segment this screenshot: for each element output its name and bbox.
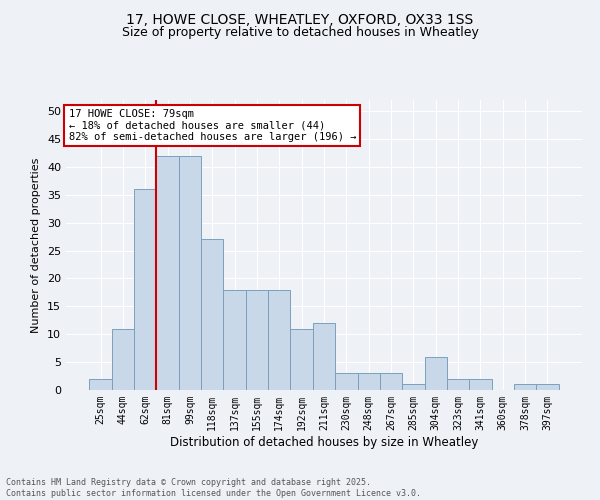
Text: Size of property relative to detached houses in Wheatley: Size of property relative to detached ho…	[122, 26, 478, 39]
Bar	[134, 189, 157, 390]
Bar	[536, 384, 559, 390]
Bar	[246, 290, 268, 390]
Bar	[157, 156, 179, 390]
Bar	[425, 356, 447, 390]
Bar	[290, 328, 313, 390]
Bar	[335, 374, 358, 390]
Bar	[179, 156, 201, 390]
Bar	[112, 328, 134, 390]
Bar	[469, 379, 491, 390]
Bar	[89, 379, 112, 390]
Bar	[313, 323, 335, 390]
Bar	[358, 374, 380, 390]
Bar	[380, 374, 402, 390]
Text: 17, HOWE CLOSE, WHEATLEY, OXFORD, OX33 1SS: 17, HOWE CLOSE, WHEATLEY, OXFORD, OX33 1…	[127, 12, 473, 26]
Bar	[514, 384, 536, 390]
Text: Contains HM Land Registry data © Crown copyright and database right 2025.
Contai: Contains HM Land Registry data © Crown c…	[6, 478, 421, 498]
Bar	[201, 240, 223, 390]
Bar	[223, 290, 246, 390]
Bar	[402, 384, 425, 390]
Y-axis label: Number of detached properties: Number of detached properties	[31, 158, 41, 332]
Bar	[268, 290, 290, 390]
X-axis label: Distribution of detached houses by size in Wheatley: Distribution of detached houses by size …	[170, 436, 478, 448]
Text: 17 HOWE CLOSE: 79sqm
← 18% of detached houses are smaller (44)
82% of semi-detac: 17 HOWE CLOSE: 79sqm ← 18% of detached h…	[68, 108, 356, 142]
Bar	[447, 379, 469, 390]
